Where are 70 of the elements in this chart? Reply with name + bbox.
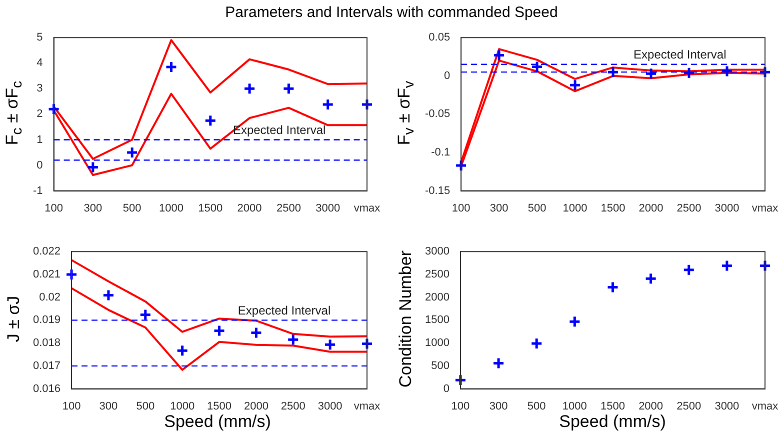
chart-title: Parameters and Intervals with commanded Speed — [224, 4, 559, 21]
x-tick-label: 1500 — [600, 400, 625, 412]
y-tick-label: 1500 — [424, 314, 450, 326]
annotation: Expected Interval — [634, 48, 726, 62]
x-tick-label: 1500 — [600, 202, 626, 214]
annotation: Expected Interval — [232, 123, 326, 138]
y-tick-label: 0 — [444, 70, 450, 82]
y-tick-label: 2000 — [424, 291, 450, 304]
x-tick-label: 100 — [44, 202, 63, 214]
y-axis-title: J ± σJ — [4, 296, 24, 342]
y-tick-label: 2500 — [424, 268, 450, 280]
x-tick-label: 3000 — [714, 202, 740, 214]
x-axis-title: Speed (mm/s) — [559, 412, 666, 432]
y-tick-label: 0 — [443, 382, 450, 395]
y-tick-label: -0.05 — [424, 108, 450, 120]
x-tick-label: 500 — [122, 202, 142, 214]
x-tick-label: 1500 — [207, 400, 232, 412]
y-tick-label: -0.1 — [431, 146, 450, 159]
x-tick-label: 100 — [451, 400, 470, 412]
x-tick-label: 1000 — [158, 202, 184, 214]
x-tick-label: 3000 — [318, 400, 342, 412]
x-tick-label: 1500 — [198, 202, 223, 214]
y-tick-label: 0 — [36, 159, 43, 172]
x-tick-label: 2000 — [638, 400, 664, 412]
x-tick-label: 300 — [99, 400, 118, 412]
x-tick-label: 500 — [136, 400, 155, 412]
x-tick-label: vmax — [752, 202, 779, 214]
x-tick-label: vmax — [354, 202, 381, 214]
x-tick-label: 2000 — [244, 400, 268, 412]
y-tick-label: -0.15 — [424, 184, 450, 197]
annotation: Expected Interval — [238, 304, 331, 318]
y-tick-label: 0.017 — [32, 360, 61, 372]
x-tick-label: 500 — [528, 202, 546, 214]
x-tick-label: 2500 — [280, 400, 306, 412]
x-tick-label: 1000 — [170, 400, 195, 412]
y-tick-label: 4 — [36, 57, 43, 70]
x-tick-label: 2500 — [276, 202, 301, 214]
y-tick-label: 3000 — [424, 246, 450, 258]
y-tick-label: 3 — [36, 82, 43, 95]
x-axis-title: Speed (mm/s) — [164, 412, 271, 432]
y-tick-label: 0.022 — [32, 246, 61, 258]
x-tick-label: 1000 — [562, 202, 588, 214]
y-tick-label: 2 — [36, 108, 43, 120]
x-tick-label: 300 — [84, 202, 102, 214]
y-tick-label: 1 — [36, 134, 43, 146]
x-tick-label: vmax — [752, 400, 779, 412]
y-tick-label: 0.02 — [39, 291, 61, 304]
y-tick-label: 500 — [431, 360, 450, 372]
x-tick-label: vmax — [354, 400, 381, 412]
y-tick-label: 0.018 — [32, 337, 61, 350]
x-tick-label: 3000 — [714, 400, 740, 412]
y-tick-label: 5 — [36, 32, 43, 44]
y-axis-title: Condition Number — [396, 250, 416, 388]
y-tick-label: 0.019 — [32, 314, 61, 326]
x-tick-label: 300 — [490, 202, 508, 214]
x-tick-label: 500 — [527, 400, 546, 412]
x-tick-label: 100 — [62, 400, 81, 412]
x-tick-label: 2500 — [676, 400, 702, 412]
y-tick-label: 0.05 — [428, 32, 450, 44]
x-tick-label: 2500 — [676, 202, 702, 214]
x-tick-label: 3000 — [316, 202, 340, 214]
x-tick-label: 2000 — [638, 202, 664, 214]
x-tick-label: 1000 — [562, 400, 587, 412]
y-tick-label: 0.016 — [32, 382, 61, 395]
x-tick-label: 100 — [452, 202, 470, 214]
y-tick-label: 0.021 — [32, 268, 61, 280]
x-tick-label: 2000 — [237, 202, 262, 214]
x-tick-label: 300 — [489, 400, 508, 412]
y-tick-label: 1000 — [424, 337, 450, 350]
y-tick-label: -1 — [33, 184, 43, 197]
